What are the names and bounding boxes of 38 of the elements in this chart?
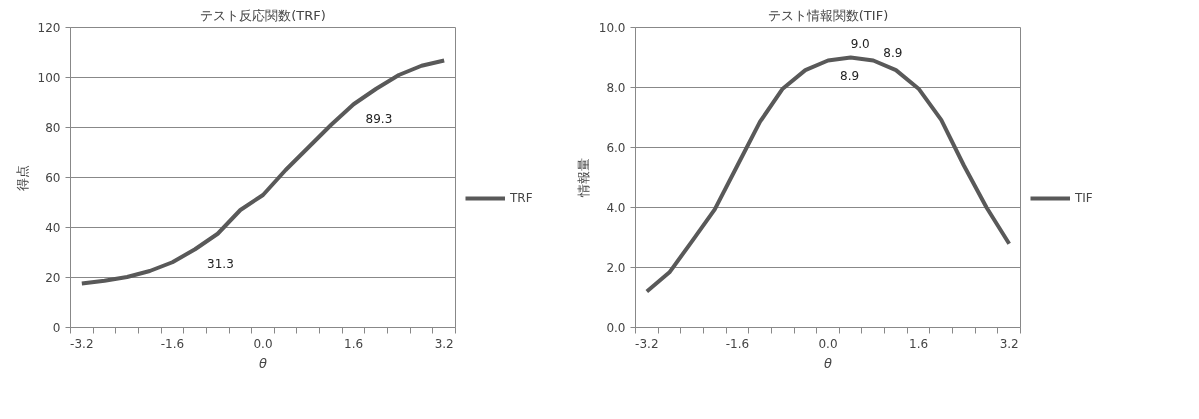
x-axis-title: θ xyxy=(824,355,833,371)
y-tick-label: 80 xyxy=(45,121,61,135)
y-tick-label: 20 xyxy=(45,271,61,285)
data-label: 31.3 xyxy=(207,257,234,272)
y-tick-label: 4.0 xyxy=(606,201,626,215)
y-axis-title: 情報量 xyxy=(575,158,591,198)
y-axis-title: 得点 xyxy=(14,164,30,191)
y-tick-label: 60 xyxy=(45,171,61,185)
x-tick-label: -3.2 xyxy=(635,336,659,351)
legend-label: TRF xyxy=(510,191,533,205)
x-axis-title: θ xyxy=(259,355,268,371)
x-tick-label: -1.6 xyxy=(160,336,185,351)
chart-title: テスト情報関数(TIF) xyxy=(767,7,889,23)
x-tick-label: 1.6 xyxy=(909,336,929,351)
x-tick-label: 1.6 xyxy=(344,336,364,351)
y-tick-label: 120 xyxy=(37,21,61,35)
y-tick-label: 0 xyxy=(52,321,61,335)
y-tick-label: 2.0 xyxy=(606,261,626,275)
legend-label: TIF xyxy=(1075,191,1094,205)
line-series xyxy=(79,58,447,286)
x-tick-label: 0.0 xyxy=(818,336,838,351)
y-tick-label: 6.0 xyxy=(606,141,626,155)
y-tick-label: 8.0 xyxy=(606,81,626,95)
x-tick-label: 0.0 xyxy=(253,336,273,351)
chart-title: テスト反応関数(TRF) xyxy=(200,7,326,23)
y-tick-label: 40 xyxy=(45,221,61,235)
x-tick-label: 3.2 xyxy=(999,336,1019,351)
x-tick-label: -1.6 xyxy=(725,336,750,351)
data-label: 8.9 xyxy=(883,45,903,60)
data-label: 9.0 xyxy=(850,36,870,51)
y-tick-label: 100 xyxy=(37,71,61,85)
line-series xyxy=(644,55,1012,294)
data-label: 89.3 xyxy=(365,112,393,127)
y-tick-label: 0.0 xyxy=(606,321,626,335)
data-label: 8.9 xyxy=(840,68,860,83)
x-tick-label: -3.2 xyxy=(70,336,94,351)
x-tick-label: 3.2 xyxy=(434,336,454,351)
y-tick-label: 10.0 xyxy=(598,21,626,35)
